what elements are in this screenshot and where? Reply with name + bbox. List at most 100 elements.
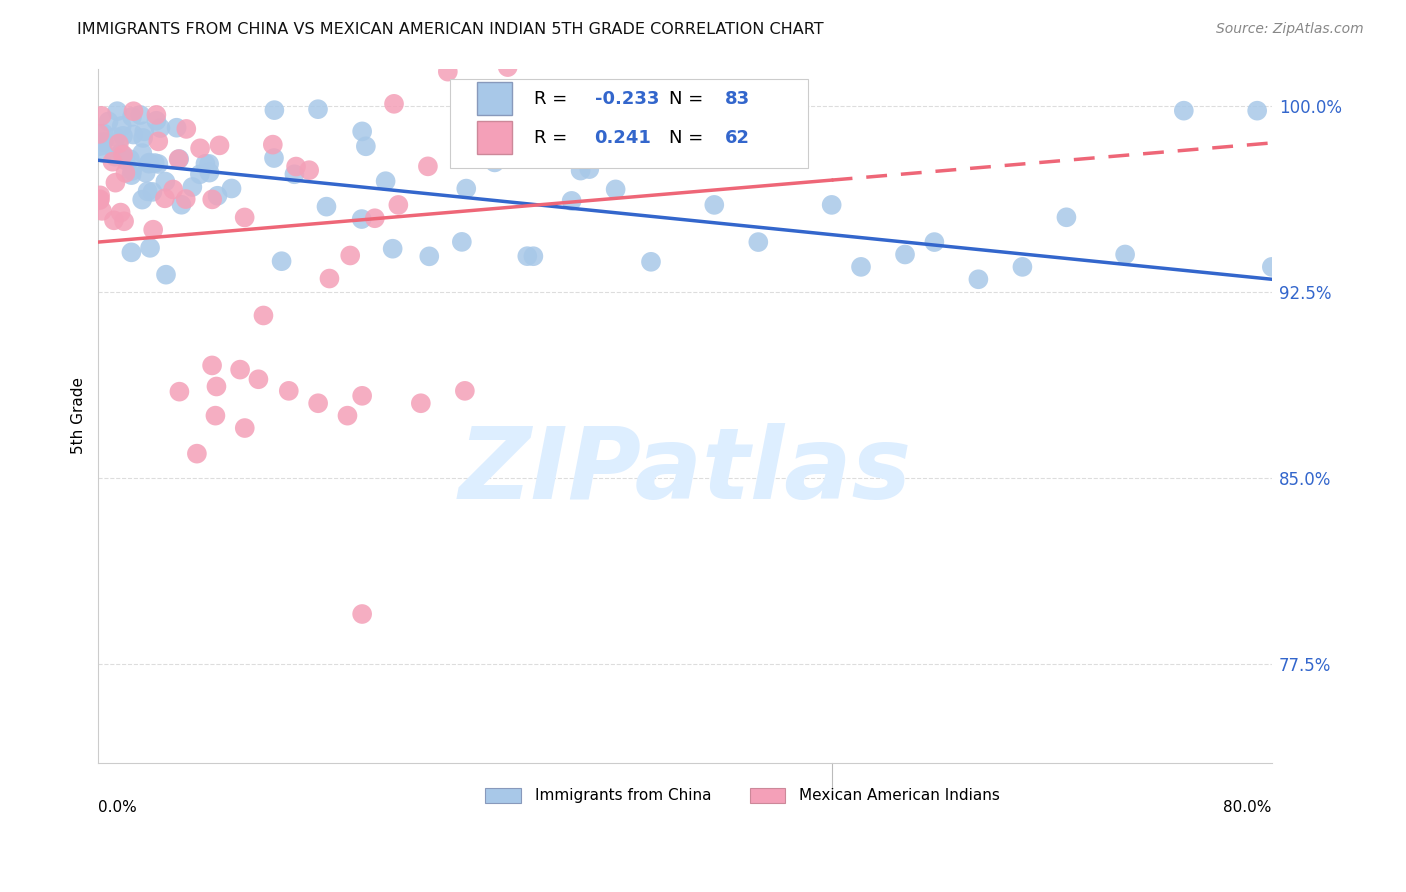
Point [89,192,111,206]
Point [1261,260,1284,274]
Point [194,157,217,171]
Point [131,146,153,161]
Point [418,249,440,263]
Text: Mexican American Indians: Mexican American Indians [799,788,1000,803]
Point [298,163,321,178]
Point [104,130,127,145]
Point [155,175,177,189]
Point [605,182,627,196]
Point [93,135,115,149]
Text: IMMIGRANTS FROM CHINA VS MEXICAN AMERICAN INDIAN 5TH GRADE CORRELATION CHART: IMMIGRANTS FROM CHINA VS MEXICAN AMERICA… [77,22,824,37]
Point [352,389,374,403]
FancyBboxPatch shape [749,788,785,803]
Point [336,409,359,423]
Point [134,124,156,138]
FancyBboxPatch shape [485,788,520,803]
Text: 83: 83 [725,89,749,108]
Text: 80.0%: 80.0% [1223,800,1272,815]
Point [143,156,166,170]
Point [283,167,305,181]
Point [1011,260,1033,274]
Point [110,146,132,161]
FancyBboxPatch shape [477,82,512,115]
Point [496,60,519,74]
Point [354,139,377,153]
Point [141,185,163,199]
Point [93,127,115,141]
FancyBboxPatch shape [477,121,512,154]
Point [198,165,221,179]
Point [118,152,141,166]
Point [454,384,477,398]
Point [89,127,111,141]
Point [318,271,340,285]
Y-axis label: 5th Grade: 5th Grade [72,377,86,454]
Point [221,181,243,195]
Point [176,122,198,136]
Point [104,176,127,190]
Text: ZIPatlas: ZIPatlas [458,423,911,520]
Point [166,120,188,135]
Point [437,64,460,78]
Point [121,168,143,182]
Point [894,247,917,261]
Point [270,254,292,268]
Point [153,191,176,205]
Point [167,152,190,166]
Point [89,139,111,153]
Point [307,102,329,116]
Point [111,119,134,133]
Point [169,384,191,399]
Point [640,254,662,268]
Point [208,138,231,153]
Point [540,148,562,162]
Point [924,235,946,249]
Point [170,198,193,212]
Point [155,268,177,282]
Point [91,203,114,218]
Point [1054,211,1077,225]
Text: 62: 62 [725,128,749,147]
Point [364,211,387,226]
Text: R =: R = [533,89,572,108]
Point [1114,247,1136,261]
Point [110,205,132,219]
Point [112,214,135,228]
Point [821,198,844,212]
Point [174,192,197,206]
Point [104,150,127,164]
Point [149,121,172,136]
Point [352,607,374,621]
Point [1289,247,1312,261]
Point [101,154,124,169]
Point [121,164,143,178]
Point [578,162,600,177]
Point [703,198,725,212]
Point [967,272,990,286]
Point [114,153,136,168]
Point [382,96,405,111]
Text: N =: N = [668,89,709,108]
Point [416,159,439,173]
Point [450,235,472,249]
Point [247,372,270,386]
Point [201,193,224,207]
Point [136,184,159,198]
Point [574,153,596,167]
Point [108,136,131,151]
Point [561,194,583,208]
Point [352,124,374,138]
Point [142,222,165,236]
Point [97,114,120,128]
Point [339,248,361,262]
Point [138,157,160,171]
Point [188,141,211,155]
Point [262,137,284,152]
Point [374,174,396,188]
Point [148,157,170,171]
Text: N =: N = [668,128,709,147]
Point [105,104,128,119]
Point [456,181,478,195]
Text: 0.0%: 0.0% [98,800,136,815]
Point [198,157,221,171]
